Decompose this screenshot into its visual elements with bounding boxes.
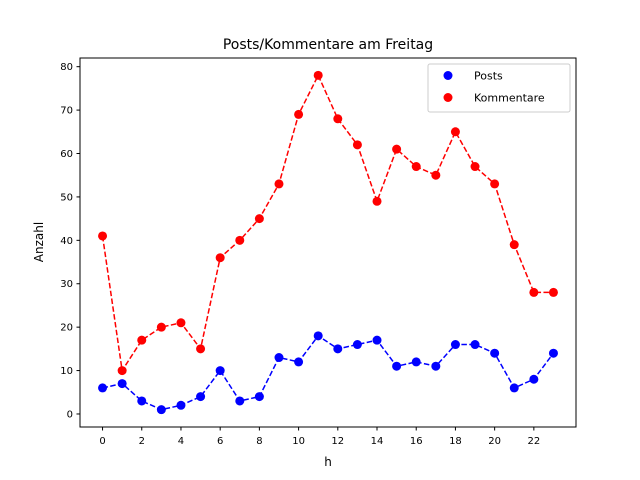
data-point-posts — [254, 392, 264, 402]
y-tick-label: 80 — [60, 62, 73, 73]
x-tick-label: 0 — [99, 436, 105, 447]
y-tick-label: 20 — [60, 323, 73, 334]
data-point-posts — [313, 331, 323, 341]
plot-area: 0 2 4 6 8 10 12 14 16 18 20 22 0 10 20 30 40 50 60 70 80 — [60, 57, 577, 447]
legend-marker-posts — [443, 71, 453, 80]
data-point-posts — [117, 379, 127, 389]
y-tick-label: 40 — [60, 236, 73, 247]
x-tick-label: 8 — [256, 436, 262, 447]
legend-box — [427, 63, 571, 113]
x-tick-label: 20 — [488, 436, 501, 447]
data-point-posts — [529, 374, 539, 384]
data-point-posts — [196, 392, 206, 402]
data-point-kommentare — [98, 231, 108, 241]
data-point-posts — [431, 361, 441, 371]
data-point-kommentare — [548, 287, 558, 297]
data-point-kommentare — [215, 253, 225, 263]
data-point-kommentare — [372, 196, 382, 206]
y-ticks: 0 10 20 30 40 50 60 70 80 — [60, 62, 80, 420]
x-tick-label: 18 — [449, 436, 462, 447]
data-point-posts — [137, 396, 147, 406]
x-tick-label: 6 — [217, 436, 223, 447]
chart-title: Posts/Kommentare am Freitag — [223, 37, 433, 53]
data-point-kommentare — [392, 144, 402, 154]
data-point-posts — [548, 348, 558, 358]
data-point-posts — [215, 366, 225, 376]
legend: Posts Kommentare — [427, 63, 571, 113]
data-point-posts — [294, 357, 304, 367]
data-point-kommentare — [137, 335, 147, 345]
data-point-kommentare — [235, 235, 245, 245]
x-tick-label: 10 — [292, 436, 305, 447]
x-tick-label: 16 — [410, 436, 423, 447]
data-point-kommentare — [176, 318, 186, 328]
data-point-kommentare — [117, 366, 127, 376]
series-layer — [98, 70, 558, 415]
x-ticks: 0 2 4 6 8 10 12 14 16 18 20 22 — [99, 427, 540, 447]
legend-label-kommentare: Kommentare — [474, 92, 545, 105]
data-point-kommentare — [450, 127, 460, 137]
y-tick-label: 0 — [67, 409, 73, 420]
data-point-kommentare — [509, 240, 519, 250]
legend-marker-kommentare — [443, 93, 453, 102]
y-tick-label: 60 — [60, 149, 73, 160]
data-point-kommentare — [313, 70, 323, 80]
data-point-kommentare — [352, 140, 362, 150]
data-point-kommentare — [470, 162, 480, 172]
data-point-kommentare — [333, 114, 343, 124]
data-point-kommentare — [529, 287, 539, 297]
data-point-posts — [176, 400, 186, 410]
x-tick-label: 22 — [527, 436, 540, 447]
y-tick-label: 10 — [60, 366, 73, 377]
data-point-posts — [509, 383, 519, 393]
data-point-kommentare — [156, 322, 166, 332]
y-axis-label: Anzahl — [32, 222, 46, 262]
data-point-kommentare — [196, 344, 206, 354]
data-point-kommentare — [431, 170, 441, 180]
data-point-posts — [156, 405, 166, 415]
x-tick-label: 12 — [331, 436, 344, 447]
x-tick-label: 4 — [178, 436, 184, 447]
data-point-kommentare — [294, 109, 304, 119]
y-tick-label: 70 — [60, 106, 73, 117]
data-point-posts — [372, 335, 382, 345]
x-tick-label: 14 — [371, 436, 384, 447]
axes-frame — [79, 57, 577, 428]
data-point-kommentare — [274, 179, 284, 189]
data-point-kommentare — [254, 214, 264, 224]
x-axis-label: h — [324, 455, 332, 469]
data-point-posts — [274, 353, 284, 363]
y-tick-label: 30 — [60, 279, 73, 290]
data-point-posts — [333, 344, 343, 354]
data-point-kommentare — [490, 179, 500, 189]
x-tick-label: 2 — [139, 436, 145, 447]
legend-label-posts: Posts — [474, 70, 503, 83]
data-point-posts — [98, 383, 108, 393]
data-point-posts — [352, 340, 362, 350]
data-point-posts — [392, 361, 402, 371]
data-point-posts — [470, 340, 480, 350]
data-point-posts — [490, 348, 500, 358]
data-point-posts — [235, 396, 245, 406]
data-point-kommentare — [411, 162, 421, 172]
data-point-posts — [450, 340, 460, 350]
data-point-posts — [411, 357, 421, 367]
y-tick-label: 50 — [60, 192, 73, 203]
